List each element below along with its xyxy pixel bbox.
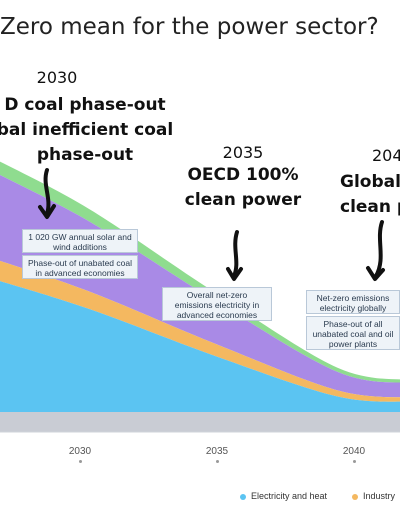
year-label-2040: 204: [372, 146, 400, 165]
x-tick-2030: 2030: [68, 446, 92, 457]
milestone-2030-line-1: D coal phase-out: [4, 95, 166, 115]
arrow-2030-head: [38, 204, 56, 219]
callout-solar-wind: 1 020 GW annual solar and wind additions: [22, 229, 138, 253]
milestone-2030-line-2: bal inefficient coal: [0, 120, 174, 140]
x-tick-dot-2040: [353, 460, 356, 463]
page-title: Zero mean for the power sector?: [0, 14, 379, 40]
x-tick-2040: 2040: [342, 446, 366, 457]
base-area: [0, 412, 400, 432]
legend-electricity: Electricity and heat: [240, 491, 327, 501]
legend-industry: Industry: [352, 491, 395, 501]
arrow-2035: [232, 230, 239, 278]
arrow-2040: [374, 220, 384, 278]
callout-netzero-advanced: Overall net-zero emissions electricity i…: [162, 287, 272, 321]
milestone-2040: Global clean p: [340, 170, 400, 220]
legend-electricity-dot: [240, 493, 246, 500]
milestone-2035-line-2: clean power: [184, 190, 302, 210]
milestone-2040-line-1: Global: [340, 172, 400, 192]
series-electricity-area: [0, 281, 400, 413]
arrow-2035-head: [226, 267, 243, 281]
x-tick-2035: 2035: [205, 446, 229, 457]
milestone-2035: OECD 100% clean power: [168, 163, 318, 213]
arrow-2040-head: [366, 266, 385, 281]
milestone-2030-line-3: phase-out: [36, 145, 134, 165]
year-label-2035: 2035: [222, 143, 264, 162]
series-industry-area: [0, 260, 400, 402]
milestone-2035-line-1: OECD 100%: [187, 165, 299, 185]
x-tick-dot-2030: [79, 460, 82, 463]
x-tick-dot-2035: [216, 460, 219, 463]
callout-coal-advanced: Phase-out of unabated coal in advanced e…: [22, 255, 138, 279]
legend-electricity-label: Electricity and heat: [251, 491, 328, 501]
legend-industry-dot: [352, 493, 358, 500]
arrow-2030: [43, 168, 51, 216]
series-green-area: [0, 161, 400, 383]
milestone-2040-line-2: clean p: [340, 197, 400, 217]
year-label-2030: 2030: [36, 68, 78, 87]
milestone-2030: D coal phase-out bal inefficient coal ph…: [0, 93, 190, 168]
callout-coal-oil-phaseout: Phase-out of all unabated coal and oil p…: [306, 316, 400, 350]
callout-netzero-global: Net-zero emissions electricity globally: [306, 290, 400, 314]
legend-industry-label: Industry: [363, 491, 396, 501]
